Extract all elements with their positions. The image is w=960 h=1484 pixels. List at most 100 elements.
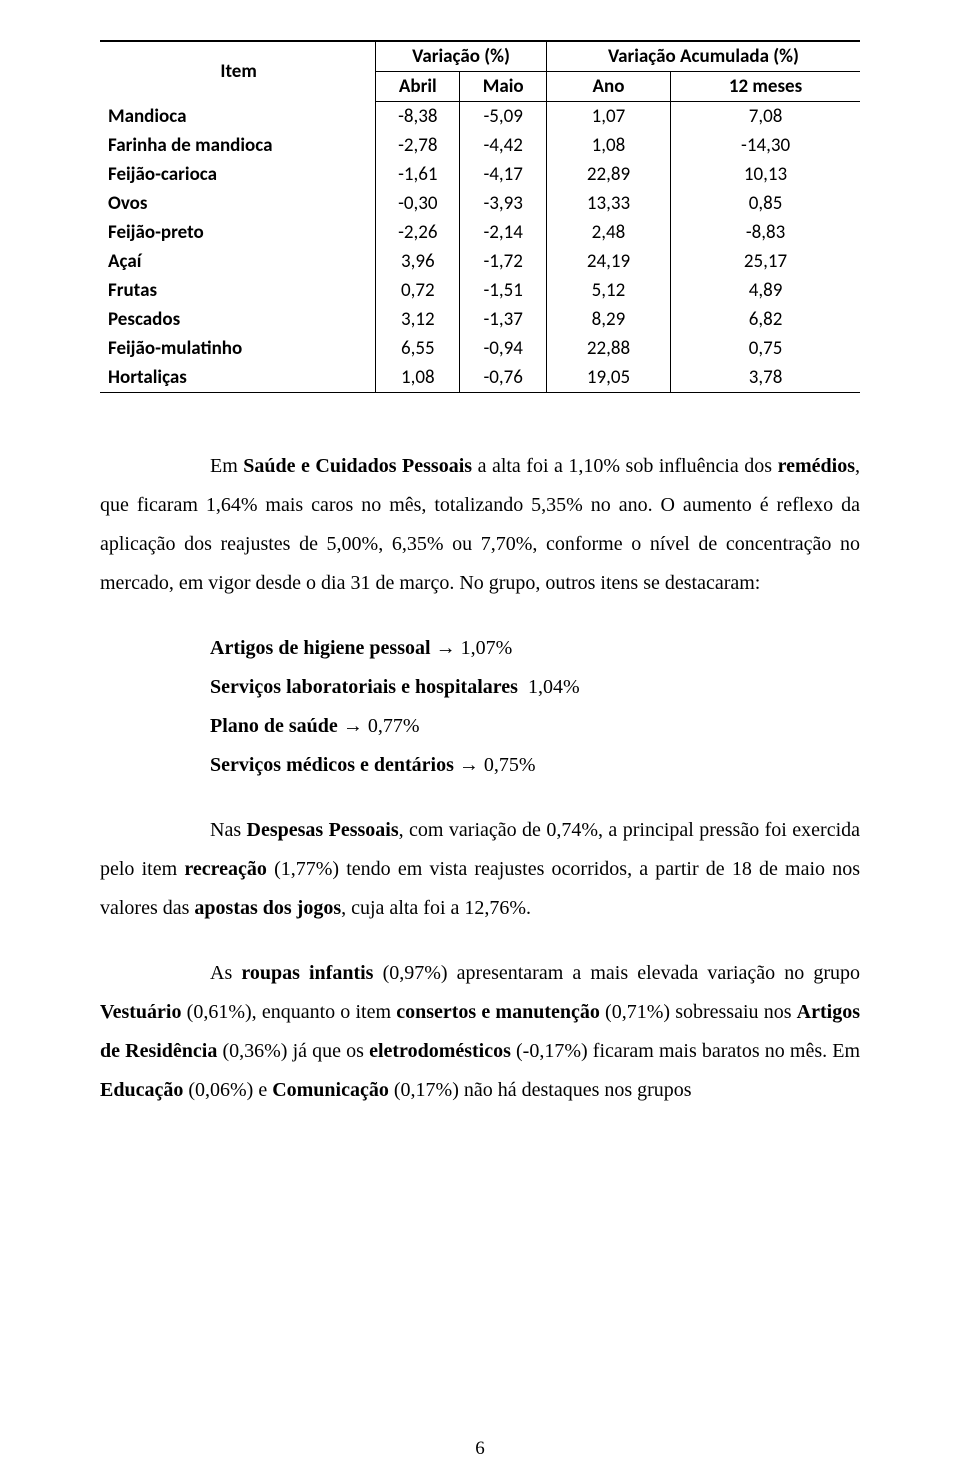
th-ano: Ano [546,72,670,102]
cell-12: -14,30 [671,131,860,160]
text: a alta foi a 1,10% sob influência dos [472,455,778,477]
table-row: Farinha de mandioca -2,78 -4,42 1,08 -14… [100,131,860,160]
cell-12: 3,78 [671,363,860,393]
cell-maio: -1,51 [460,276,546,305]
cell-ano: 13,33 [546,189,670,218]
cell-maio: -0,76 [460,363,546,393]
cell-name: Pescados [100,305,376,334]
paragraph-2: Nas Despesas Pessoais, com variação de 0… [100,811,860,928]
term-educacao: Educação [100,1079,183,1101]
text: (0,71%) sobressaiu nos [600,1001,797,1023]
arrow-icon: → [436,637,456,659]
cell-ano: 24,19 [546,247,670,276]
cell-maio: -1,72 [460,247,546,276]
table-body: Mandioca -8,38 -5,09 1,07 7,08 Farinha d… [100,102,860,393]
table-row: Pescados 3,12 -1,37 8,29 6,82 [100,305,860,334]
list-value: 0,75% [484,754,536,776]
variation-table: Item Variação (%) Variação Acumulada (%)… [100,40,860,393]
term-despesas: Despesas Pessoais [247,819,399,841]
page-number: 6 [0,1438,960,1460]
cell-name: Açaí [100,247,376,276]
cell-name: Ovos [100,189,376,218]
text: (0,36%) já que os [217,1040,369,1062]
list-item: Serviços laboratoriais e hospitalares 1,… [210,668,860,707]
text: , cuja alta foi a 12,76%. [341,897,531,919]
cell-maio: -1,37 [460,305,546,334]
cell-maio: -4,17 [460,160,546,189]
th-group-acumulada: Variação Acumulada (%) [546,41,860,72]
th-abril: Abril [376,72,460,102]
text: Nas [210,819,247,841]
arrow-icon: → [343,715,363,737]
th-item: Item [100,41,376,102]
text: (0,06%) e [183,1079,272,1101]
term-comunicacao: Comunicação [272,1079,389,1101]
table-row: Açaí 3,96 -1,72 24,19 25,17 [100,247,860,276]
cell-maio: -2,14 [460,218,546,247]
table-row: Frutas 0,72 -1,51 5,12 4,89 [100,276,860,305]
cell-abril: -0,30 [376,189,460,218]
term-recreacao: recreação [184,858,267,880]
text: (-0,17%) ficaram mais baratos no mês. Em [511,1040,860,1062]
term-remedios: remédios [778,455,855,477]
cell-name: Mandioca [100,102,376,132]
cell-name: Hortaliças [100,363,376,393]
term-apostas: apostas dos jogos [194,897,341,919]
text: Em [210,455,243,477]
cell-12: 7,08 [671,102,860,132]
text: (0,97%) apresentaram a mais elevada vari… [373,962,860,984]
cell-abril: 3,96 [376,247,460,276]
cell-ano: 2,48 [546,218,670,247]
text: As [210,962,241,984]
list-item: Artigos de higiene pessoal → 1,07% [210,629,860,668]
cell-12: 0,85 [671,189,860,218]
cell-12: 4,89 [671,276,860,305]
cell-12: 25,17 [671,247,860,276]
list-value: 1,04% [523,676,580,698]
cell-abril: 6,55 [376,334,460,363]
cell-abril: -1,61 [376,160,460,189]
cell-12: -8,83 [671,218,860,247]
text: (0,61%), enquanto o item [181,1001,396,1023]
cell-ano: 1,08 [546,131,670,160]
cell-ano: 8,29 [546,305,670,334]
cell-abril: 3,12 [376,305,460,334]
term-saude: Saúde e Cuidados Pessoais [243,455,472,477]
cell-12: 6,82 [671,305,860,334]
cell-12: 0,75 [671,334,860,363]
th-group-variacao: Variação (%) [376,41,547,72]
cell-ano: 1,07 [546,102,670,132]
list-value: 1,07% [461,637,513,659]
term-vestuario: Vestuário [100,1001,181,1023]
table-row: Feijão-carioca -1,61 -4,17 22,89 10,13 [100,160,860,189]
cell-ano: 22,88 [546,334,670,363]
cell-name: Feijão-mulatinho [100,334,376,363]
cell-maio: -5,09 [460,102,546,132]
list-item: Plano de saúde → 0,77% [210,707,860,746]
list-item: Serviços médicos e dentários → 0,75% [210,746,860,785]
cell-abril: -2,78 [376,131,460,160]
list-label: Serviços laboratoriais e hospitalares [210,676,518,698]
text: (0,17%) não há destaques nos grupos [389,1079,692,1101]
cell-maio: -0,94 [460,334,546,363]
cell-maio: -4,42 [460,131,546,160]
cell-maio: -3,93 [460,189,546,218]
table-row: Feijão-mulatinho 6,55 -0,94 22,88 0,75 [100,334,860,363]
th-12meses: 12 meses [671,72,860,102]
table-row: Feijão-preto -2,26 -2,14 2,48 -8,83 [100,218,860,247]
arrow-icon: → [459,754,479,776]
highlight-list: Artigos de higiene pessoal → 1,07% Servi… [210,629,860,785]
cell-12: 10,13 [671,160,860,189]
cell-abril: 1,08 [376,363,460,393]
body-text: Em Saúde e Cuidados Pessoais a alta foi … [100,447,860,1110]
paragraph-1: Em Saúde e Cuidados Pessoais a alta foi … [100,447,860,603]
list-label: Artigos de higiene pessoal [210,637,431,659]
table-row: Ovos -0,30 -3,93 13,33 0,85 [100,189,860,218]
cell-name: Feijão-carioca [100,160,376,189]
cell-ano: 22,89 [546,160,670,189]
table-row: Hortaliças 1,08 -0,76 19,05 3,78 [100,363,860,393]
cell-name: Farinha de mandioca [100,131,376,160]
term-eletro: eletrodomésticos [369,1040,511,1062]
term-roupas: roupas infantis [241,962,373,984]
list-label: Serviços médicos e dentários [210,754,454,776]
